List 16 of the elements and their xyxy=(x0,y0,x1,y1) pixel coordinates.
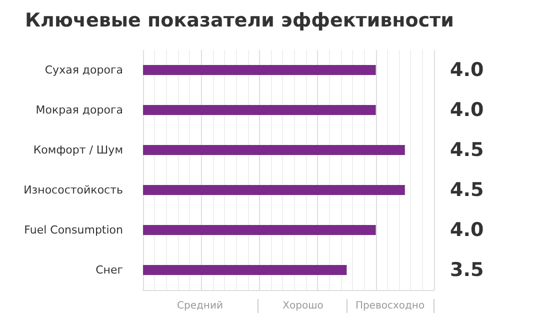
data-label: 4.5 xyxy=(450,139,484,161)
y-tick-label: Снег xyxy=(96,264,124,276)
y-tick-label: Износостойкость xyxy=(24,184,123,196)
data-label: 4.5 xyxy=(450,179,484,201)
text: Средний xyxy=(177,300,223,312)
y-tick-label: Fuel Consumption xyxy=(24,224,124,236)
text: Превосходно xyxy=(355,300,425,312)
data-label: 4.0 xyxy=(450,99,484,121)
y-tick-label: Мокрая дорога xyxy=(36,104,123,116)
data-label: 4.0 xyxy=(450,219,484,241)
text: Хорошо xyxy=(282,300,324,312)
data-label: 3.5 xyxy=(450,259,484,281)
y-tick-label: Комфорт / Шум xyxy=(33,144,123,156)
y-tick-label: Сухая дорога xyxy=(44,64,123,76)
chart-title: Ключевые показатели эффективности xyxy=(25,10,454,32)
data-label: 4.0 xyxy=(450,59,484,81)
